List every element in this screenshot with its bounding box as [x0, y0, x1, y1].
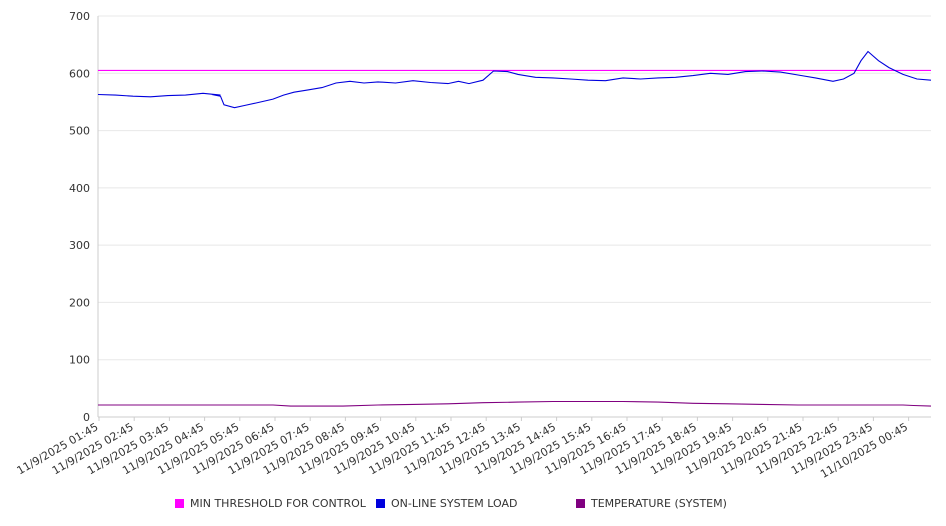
- y-tick-label: 700: [69, 10, 90, 23]
- y-tick-label: 400: [69, 182, 90, 195]
- legend-swatch-blue: [376, 499, 385, 508]
- legend-item-min-threshold[interactable]: MIN THRESHOLD FOR CONTROL: [175, 497, 366, 510]
- legend-label: MIN THRESHOLD FOR CONTROL: [190, 497, 366, 510]
- y-tick-label: 200: [69, 296, 90, 309]
- grid-lines: [97, 15, 931, 418]
- y-tick-label: 0: [83, 411, 90, 424]
- legend-swatch-purple: [576, 499, 585, 508]
- y-tick-label: 500: [69, 125, 90, 138]
- series-line-2: [98, 400, 932, 407]
- series-line-1: [97, 50, 932, 109]
- y-tick-label: 300: [69, 239, 90, 252]
- legend-label: ON-LINE SYSTEM LOAD: [391, 497, 518, 510]
- legend-item-system-load[interactable]: ON-LINE SYSTEM LOAD: [376, 497, 517, 510]
- legend-label: TEMPERATURE (SYSTEM): [591, 497, 727, 510]
- legend-item-temperature[interactable]: TEMPERATURE (SYSTEM): [576, 497, 727, 510]
- legend: MIN THRESHOLD FOR CONTROL ON-LINE SYSTEM…: [0, 497, 946, 515]
- y-tick-label: 100: [69, 354, 90, 367]
- series-lines: [97, 50, 932, 407]
- y-axis-ticks: 0 100 200 300 400 500 600 700: [69, 10, 90, 424]
- legend-swatch-magenta: [175, 499, 184, 508]
- y-tick-label: 600: [69, 67, 90, 80]
